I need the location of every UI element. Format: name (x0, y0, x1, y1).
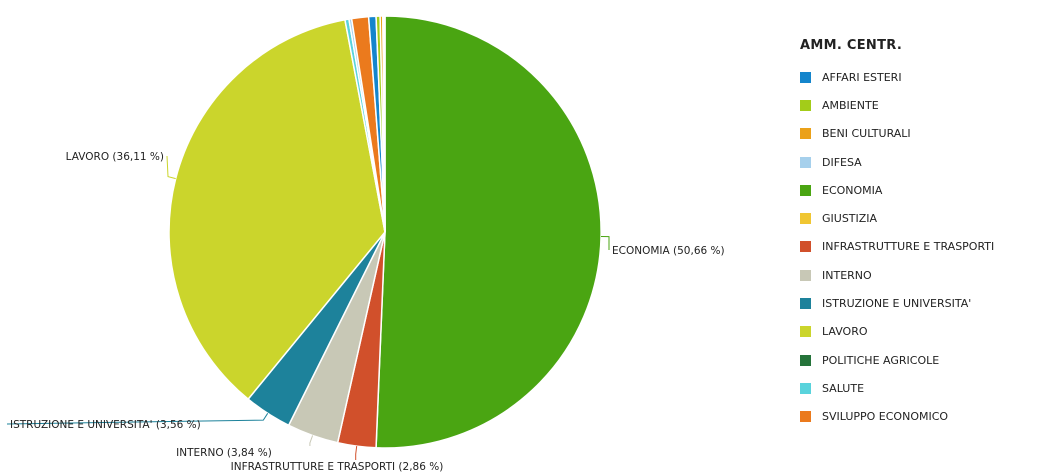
legend-item[interactable]: LAVORO (800, 318, 1035, 346)
callout-label: INTERNO (3,84 %) (176, 447, 272, 459)
legend-label: ISTRUZIONE E UNIVERSITA' (822, 297, 972, 311)
legend-label: AMBIENTE (822, 98, 879, 112)
callout-line (166, 155, 176, 180)
legend-item[interactable]: SVILUPPO ECONOMICO (800, 403, 1035, 431)
legend-swatch (800, 298, 811, 310)
legend-list: AFFARI ESTERI AMBIENTE BENI CULTURALI DIFES… (800, 63, 1035, 431)
callout-line (355, 446, 358, 460)
legend-swatch (800, 156, 811, 168)
legend-swatch (800, 382, 811, 394)
callout-label: LAVORO (36,11 %) (66, 151, 164, 163)
pie-callouts: ECONOMIA (50,66 %) INFRASTRUTTURE E TRASP… (6, 151, 725, 473)
pie-slice-economia[interactable] (375, 15, 602, 449)
legend-swatch (800, 128, 811, 140)
legend-label: POLITICHE AGRICOLE (822, 353, 940, 367)
legend-item[interactable]: ISTRUZIONE E UNIVERSITA' (800, 289, 1035, 317)
legend-swatch (800, 184, 811, 196)
legend-item[interactable]: SALUTE (800, 374, 1035, 402)
pie-slices (168, 15, 602, 449)
pie-slice-politiche-agricole[interactable] (383, 15, 386, 233)
legend-label: SALUTE (822, 381, 865, 395)
legend-item[interactable]: BENI CULTURALI (800, 120, 1035, 148)
callout-line (600, 236, 610, 250)
legend-swatch (800, 354, 811, 366)
pie-chart: ECONOMIA (50,66 %) INFRASTRUTTURE E TRASP… (6, 15, 725, 473)
pie-slice-lavoro[interactable] (168, 18, 386, 401)
legend-item[interactable]: AMBIENTE (800, 91, 1035, 119)
legend-label: LAVORO (822, 325, 868, 339)
legend-item[interactable]: ECONOMIA (800, 176, 1035, 204)
legend-label: SVILUPPO ECONOMICO (822, 410, 949, 424)
legend-swatch (800, 213, 811, 225)
legend-label: BENI CULTURALI (822, 127, 911, 141)
legend-swatch (800, 411, 811, 423)
legend-swatch (800, 71, 811, 83)
callout-line (6, 413, 269, 425)
legend-title: AMM. CENTR. (800, 38, 903, 53)
legend-item[interactable]: INTERNO (800, 261, 1035, 289)
callout-line (309, 435, 314, 446)
legend-swatch (800, 269, 811, 281)
legend-item[interactable]: INFRASTRUTTURE E TRASPORTI (800, 233, 1035, 261)
legend-label: AFFARI ESTERI (822, 70, 902, 84)
callout-label: INFRASTRUTTURE E TRASPORTI (2,86 %) (231, 461, 444, 473)
legend-label: INFRASTRUTTURE E TRASPORTI (822, 240, 995, 254)
legend-swatch (800, 326, 811, 338)
callout-label: ECONOMIA (50,66 %) (612, 245, 725, 257)
legend-label: ECONOMIA (822, 183, 883, 197)
legend-swatch (800, 241, 811, 253)
legend-item[interactable]: GIUSTIZIA (800, 204, 1035, 232)
legend-label: DIFESA (822, 155, 862, 169)
legend: AMM. CENTR. AFFARI ESTERI AMBIENTE BENI CU… (800, 38, 1035, 431)
legend-label: GIUSTIZIA (822, 212, 878, 226)
callout-label: ISTRUZIONE E UNIVERSITA' (3,56 %) (10, 419, 201, 431)
legend-swatch (800, 99, 811, 111)
legend-label: INTERNO (822, 268, 872, 282)
legend-item[interactable]: POLITICHE AGRICOLE (800, 346, 1035, 374)
legend-item[interactable]: AFFARI ESTERI (800, 63, 1035, 91)
legend-item[interactable]: DIFESA (800, 148, 1035, 176)
